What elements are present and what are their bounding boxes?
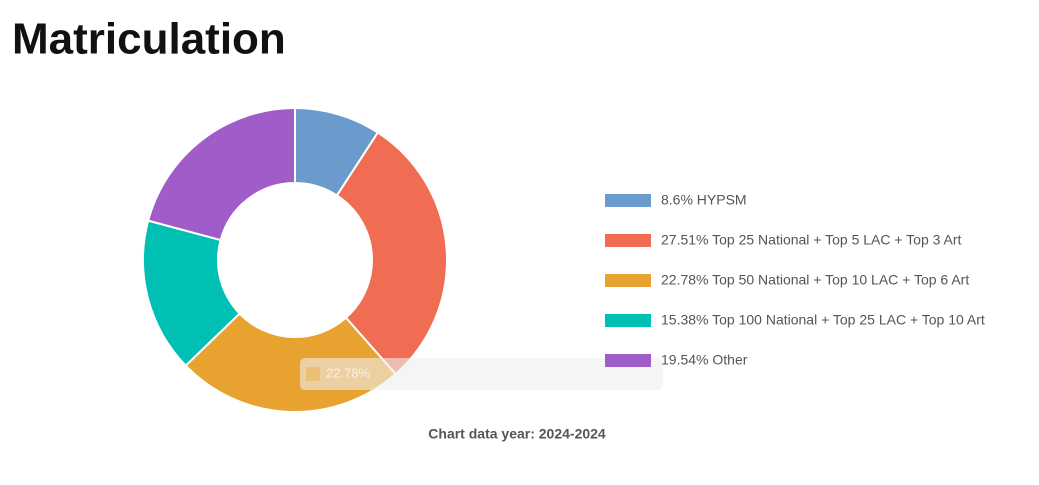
tooltip-text: 22.78% — [326, 365, 371, 380]
legend-label: 19.54% Other — [661, 352, 748, 368]
chart-title: Matriculation — [12, 15, 286, 64]
legend-label: 22.78% Top 50 National + Top 10 LAC + To… — [661, 272, 969, 288]
legend-swatch — [605, 194, 651, 207]
legend-label: 8.6% HYPSM — [661, 192, 747, 208]
tooltip-swatch — [306, 367, 320, 381]
donut-slice — [142, 219, 242, 368]
tooltip-box — [300, 358, 663, 390]
legend-swatch — [605, 314, 651, 327]
legend-swatch — [605, 274, 651, 287]
legend-swatch — [605, 354, 651, 367]
legend-label: 27.51% Top 25 National + Top 5 LAC + Top… — [661, 232, 962, 248]
donut-slice — [146, 106, 296, 242]
legend-swatch — [605, 234, 651, 247]
legend-label: 15.38% Top 100 National + Top 25 LAC + T… — [661, 312, 985, 328]
footnote: Chart data year: 2024-2024 — [428, 426, 606, 442]
